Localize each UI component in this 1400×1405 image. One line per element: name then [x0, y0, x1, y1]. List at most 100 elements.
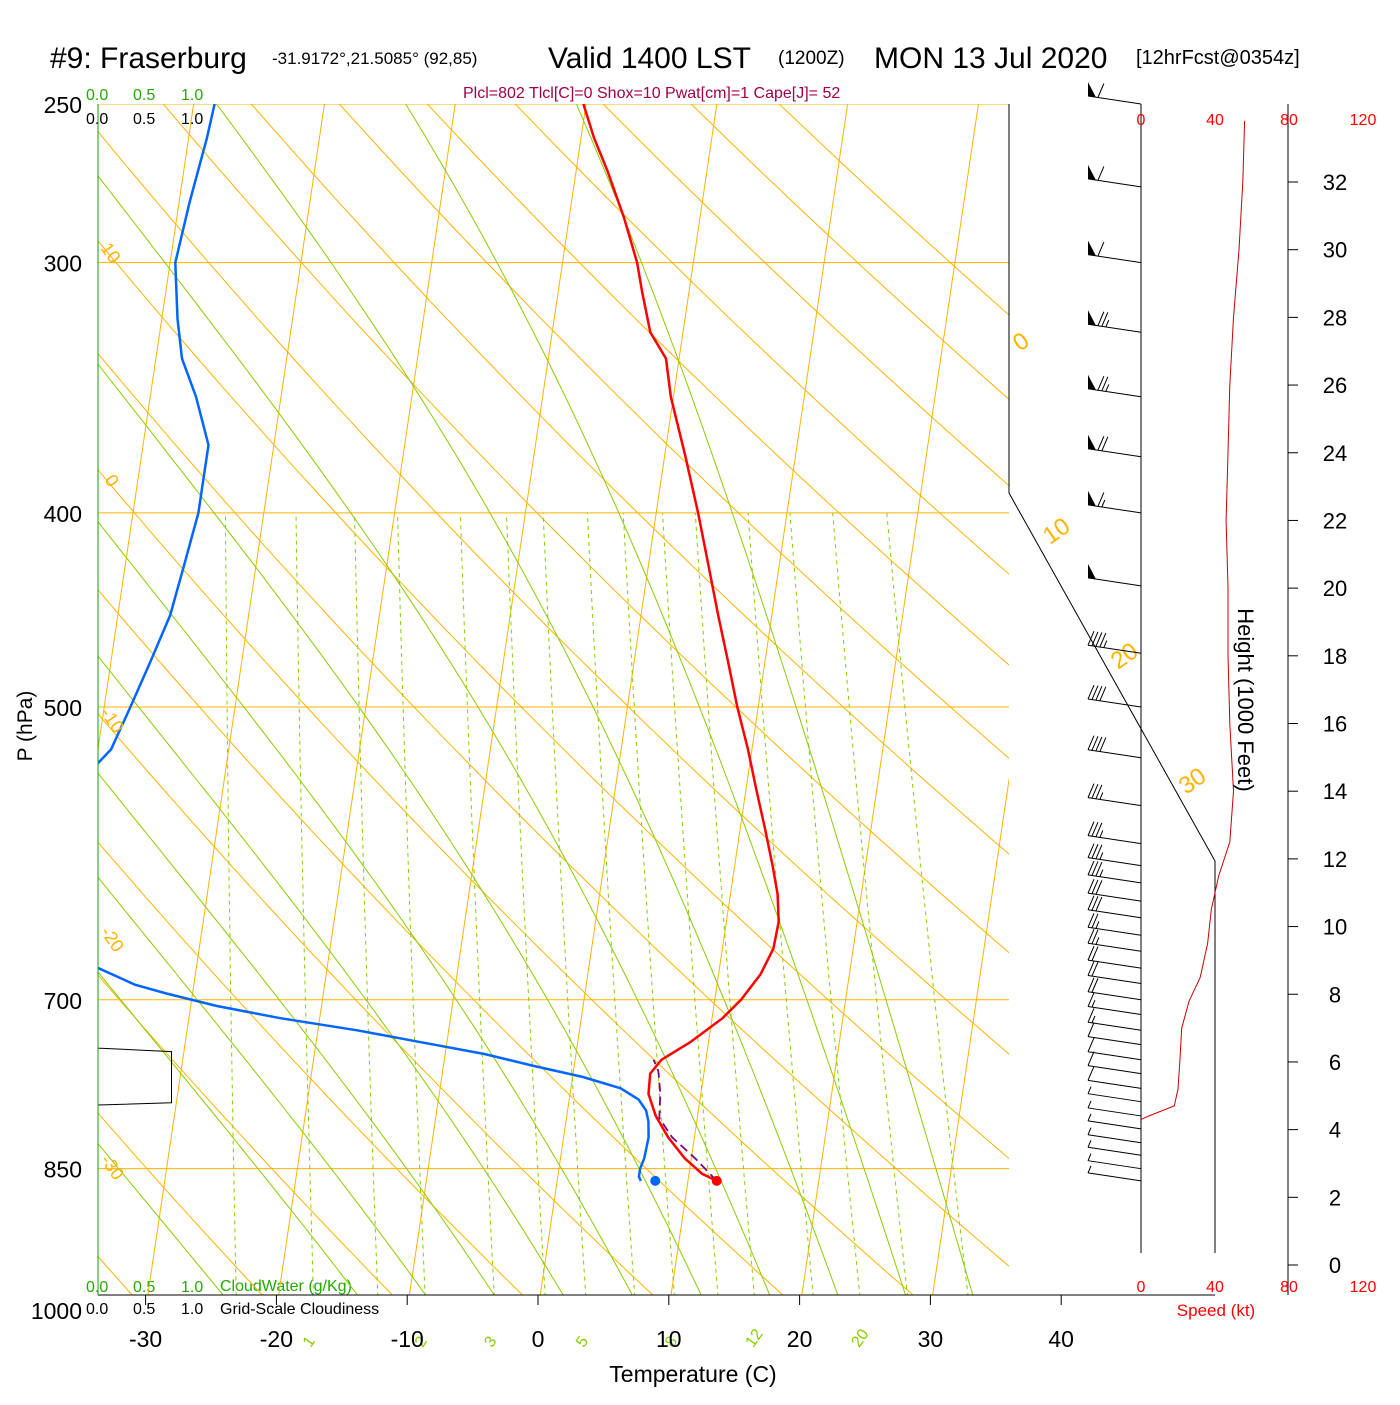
- mixing-ratio-label-1: 1: [300, 1333, 319, 1350]
- valid-date: MON 13 Jul 2020: [874, 42, 1107, 75]
- mixing-ratio-line: [296, 513, 315, 1353]
- wind-barb-825: [1088, 1128, 1141, 1143]
- wind-barb-staff: [1088, 1052, 1141, 1060]
- wind-barb-staff: [1088, 1007, 1141, 1015]
- wind-barb-half: [1088, 1166, 1091, 1173]
- wind-barb-staff: [1088, 324, 1141, 332]
- wind-barb-275: [1088, 165, 1141, 187]
- wind-barb-staff: [1088, 1094, 1141, 1102]
- wind-barb-375: [1088, 435, 1141, 457]
- wind-barb-762: [1088, 1052, 1141, 1074]
- cwb-scale-1: 1.0: [181, 1279, 203, 1296]
- wind-barb-637: [1088, 896, 1141, 918]
- dry-adiabat-20: [0, 69, 847, 1353]
- wind-barb-staff: [1088, 255, 1141, 263]
- clb-scale-1: 1.0: [181, 1301, 203, 1318]
- cloudiness-line: [98, 1046, 172, 1116]
- wind-barb-pennant: [1088, 435, 1096, 450]
- mixing-ratio-line: [695, 513, 759, 1353]
- wind-barb-staff: [1088, 1108, 1141, 1116]
- wind-barb-staff: [1088, 1147, 1141, 1155]
- cloudiness-scale-bottom: 0.0 0.5 1.0 Grid-Scale Cloudiness: [86, 1301, 379, 1318]
- wind-barbs: [1088, 82, 1141, 1181]
- wind-barb-687: [1088, 961, 1141, 983]
- wind-barb-half: [1088, 1087, 1091, 1094]
- wind-barb-staff: [1088, 1173, 1141, 1181]
- temp-tick-40: 40: [1048, 1326, 1074, 1352]
- wind-barb-staff: [1088, 449, 1141, 457]
- wind-barb-half: [1106, 320, 1109, 327]
- cw-scale-0: 0.0: [86, 87, 108, 104]
- speed-top-tick-120: 120: [1350, 112, 1377, 129]
- temp-tick-30: 30: [918, 1326, 944, 1352]
- wind-barb-staff: [1088, 389, 1141, 397]
- pressure-tick-1000: 1000: [31, 1298, 82, 1324]
- isotherm--20: [270, 69, 460, 1353]
- mixing-ratio-label-3: 3: [481, 1333, 500, 1350]
- moist-adiabat-30: [384, 69, 925, 1353]
- height-tick-6: 6: [1329, 1050, 1341, 1075]
- wind-barb-700: [1088, 978, 1141, 1000]
- mixing-ratio-lines: [226, 513, 975, 1353]
- wind-barb-half: [1088, 1114, 1091, 1121]
- isotherm-10: [663, 69, 853, 1353]
- wind-barb-half: [1100, 852, 1103, 859]
- cw-scale-1: 1.0: [181, 87, 203, 104]
- wind-barb-staff: [1088, 96, 1141, 104]
- wind-barb-half: [1096, 921, 1099, 928]
- wind-barb-staff: [1088, 505, 1141, 513]
- cl-scale-05: 0.5: [133, 111, 155, 128]
- station-coords: -31.9172°,21.5085° (92,85): [272, 49, 477, 68]
- wind-barb-pennant: [1088, 310, 1096, 325]
- wind-barb-half: [1100, 792, 1103, 799]
- wind-barb-flag: [1088, 1052, 1094, 1066]
- parcel-path: [654, 1060, 717, 1181]
- wind-barb-500: [1088, 685, 1141, 707]
- isotherm-label: -30: [97, 1151, 128, 1184]
- height-axis-label: Height (1000 Feet): [1233, 608, 1258, 791]
- dry-adiabat-50: [0, 69, 1245, 1353]
- wind-barb-725: [1088, 1008, 1141, 1030]
- height-tick-4: 4: [1329, 1118, 1341, 1143]
- height-tick-30: 30: [1323, 238, 1347, 263]
- plot-area: [0, 69, 1400, 1353]
- wind-barb-560: [1088, 784, 1141, 806]
- moist-adiabat--20: [0, 69, 270, 1353]
- temperature-axis-label: Temperature (C): [609, 1361, 776, 1387]
- isotherm-label: -20: [97, 923, 128, 956]
- wind-barb-862: [1088, 1166, 1141, 1181]
- cloudwater-scale-bottom: 0.0 0.5 1.0 CloudWater (g/Kg): [86, 1278, 352, 1296]
- mixing-ratio-line: [226, 513, 238, 1353]
- speed-top-tick-80: 80: [1280, 112, 1298, 129]
- speed-top-tick-0: 0: [1137, 112, 1146, 129]
- wind-barb-flag: [1088, 1023, 1094, 1037]
- dry-adiabat-140: [742, 69, 1400, 1353]
- cloudwater-label: CloudWater (g/Kg): [220, 1278, 352, 1295]
- wind-barb-half: [1104, 641, 1107, 648]
- station-title: #9: Fraserburg: [50, 42, 247, 75]
- wind-barb-staff: [1088, 179, 1141, 187]
- wind-barb-staff: [1088, 1037, 1141, 1045]
- speed-bottom-tick-120: 120: [1350, 1279, 1377, 1296]
- wind-barb-585: [1088, 822, 1141, 844]
- height-tick-22: 22: [1323, 508, 1347, 533]
- wind-barb-half: [1088, 1128, 1091, 1135]
- isotherm-label: 20: [1106, 637, 1143, 674]
- wind-barb-flag: [1098, 83, 1104, 97]
- clb-scale-0: 0.0: [86, 1301, 108, 1318]
- wind-barb-625: [1088, 879, 1141, 901]
- wind-barb-flag: [1098, 242, 1104, 256]
- height-tick-0: 0: [1329, 1253, 1341, 1278]
- wind-barb-812: [1088, 1114, 1141, 1129]
- cloudwater-scale-top: 0.0 0.5 1.0: [86, 87, 203, 104]
- height-tick-2: 2: [1329, 1185, 1341, 1210]
- wind-barb-750: [1088, 1038, 1141, 1060]
- mixing-ratio-line: [663, 513, 723, 1353]
- wind-barb-half: [1092, 1016, 1095, 1023]
- isotherm-label: -10: [97, 704, 128, 737]
- cwb-scale-05: 0.5: [133, 1279, 155, 1296]
- speed-bottom-tick-80: 80: [1280, 1279, 1298, 1296]
- isobars: [98, 104, 1215, 1310]
- pressure-tick-300: 300: [44, 251, 82, 277]
